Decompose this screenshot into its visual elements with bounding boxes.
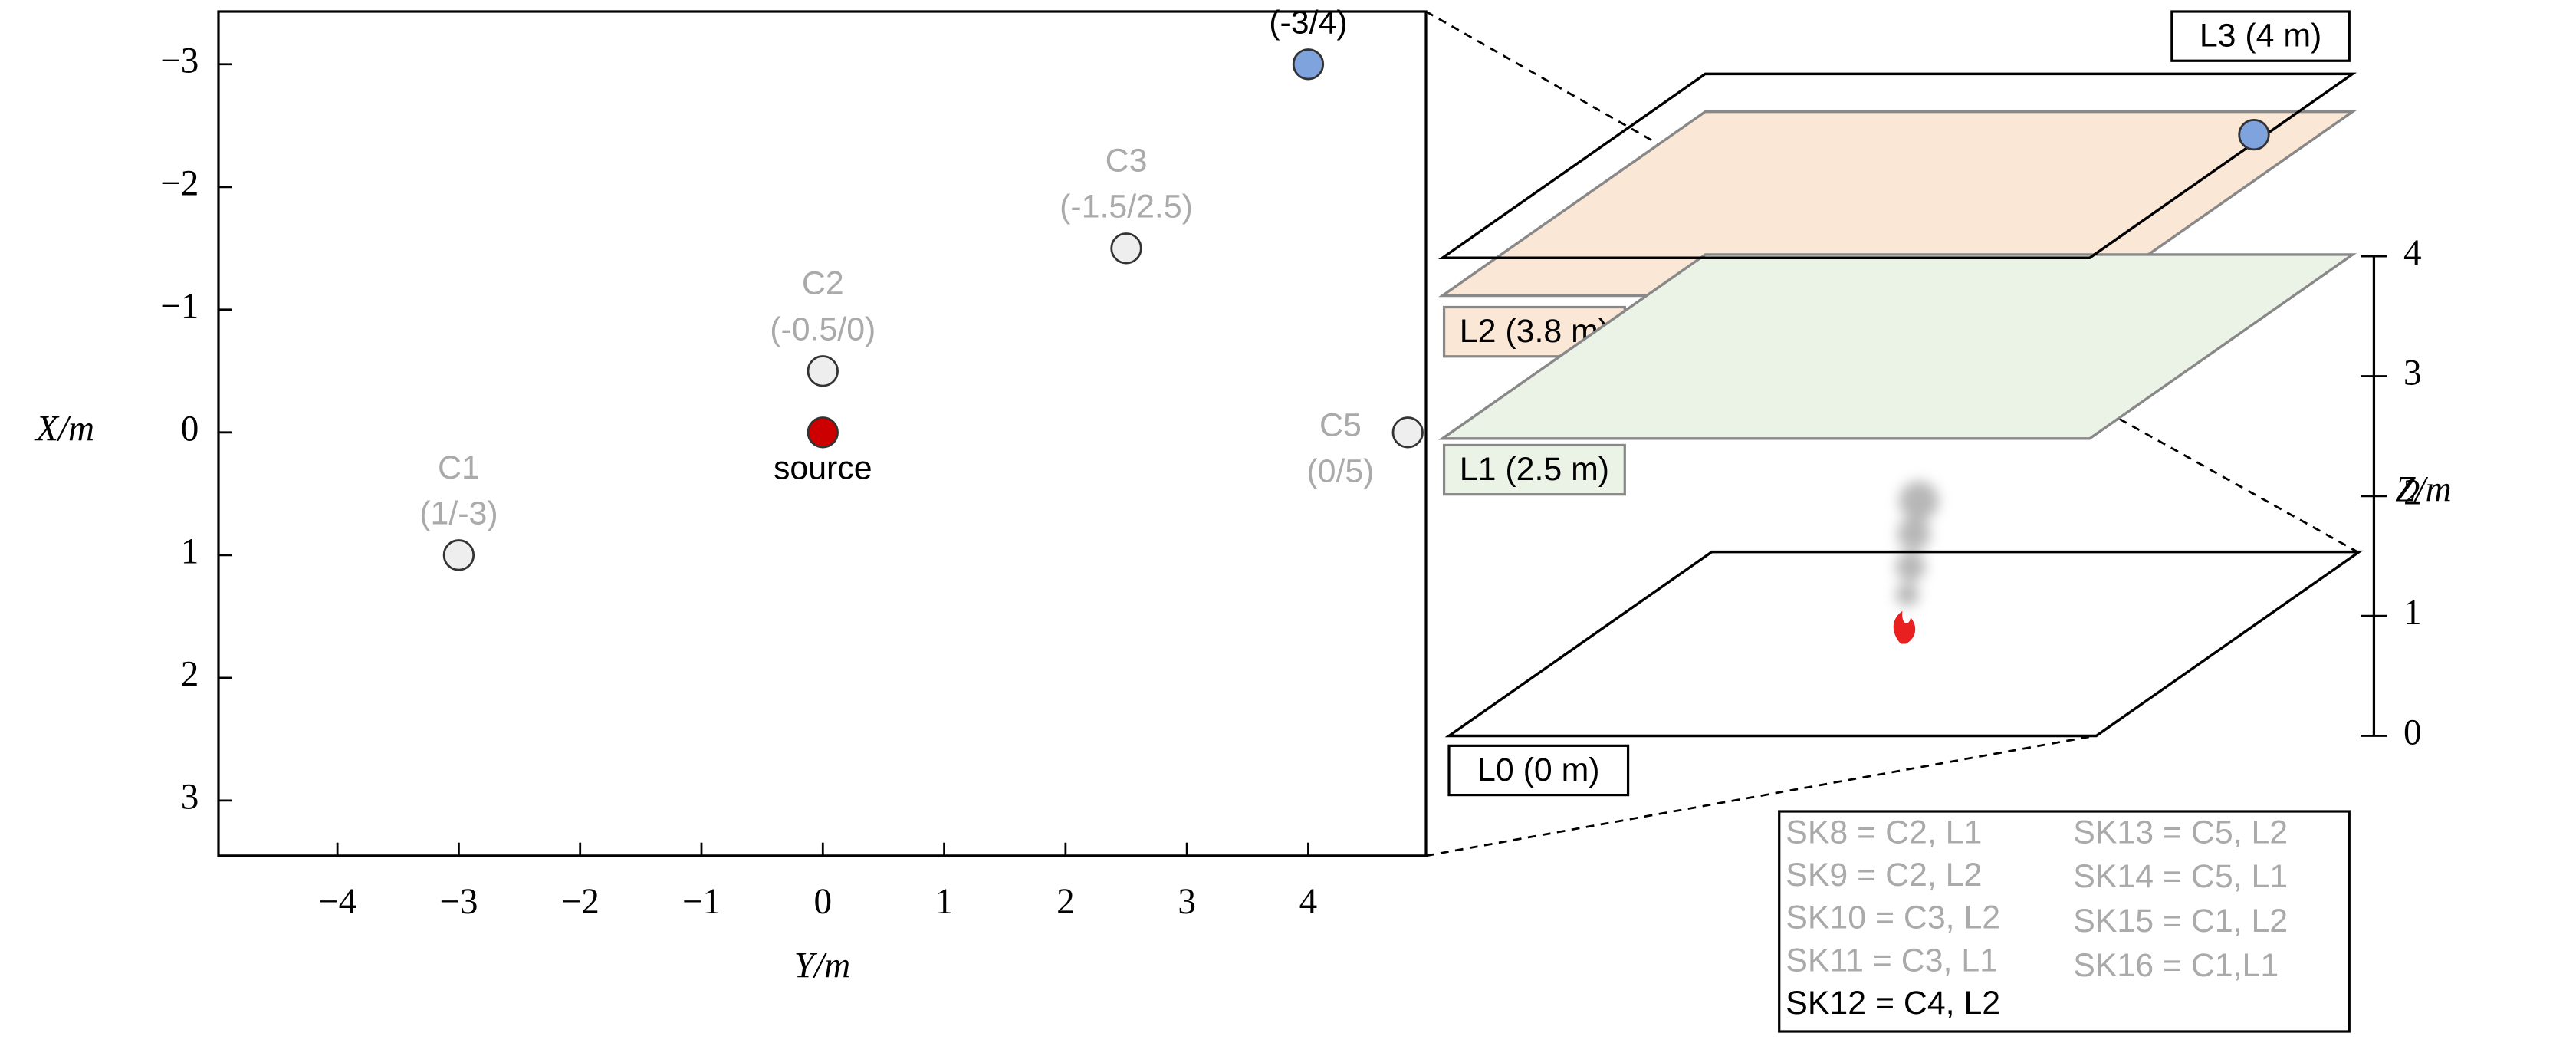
sensor-key-entry: SK11 = C3, L1 xyxy=(1786,942,1998,979)
z-axis-label: Z/m xyxy=(2395,469,2451,509)
layer-plane xyxy=(1438,72,2358,259)
point xyxy=(1110,232,1142,265)
z-tick-label: 3 xyxy=(2404,353,2422,393)
y-tick-label: −2 xyxy=(160,164,199,204)
point xyxy=(1292,48,1325,81)
point-name: C2 xyxy=(802,265,844,302)
x-tick-label: 2 xyxy=(1056,882,1075,922)
x-tick-label: −1 xyxy=(682,882,721,922)
point xyxy=(442,539,475,571)
x-tick-label: −4 xyxy=(318,882,356,922)
point-name: C5 xyxy=(1319,407,1362,444)
sensor-key-entry: SK9 = C2, L2 xyxy=(1786,857,1982,893)
point-label: (1/-3) xyxy=(419,495,498,532)
point xyxy=(807,416,839,449)
y-tick-label: −3 xyxy=(160,41,199,81)
zoom-lines xyxy=(1425,10,2358,857)
point-label: (-0.5/0) xyxy=(770,311,876,348)
x-tick-label: 0 xyxy=(814,882,833,922)
z-tick-label: 1 xyxy=(2404,593,2422,633)
x-tick-label: 3 xyxy=(1178,882,1196,922)
layer-plane xyxy=(1444,550,2364,738)
z-tick-label: 0 xyxy=(2404,712,2422,752)
layer-label-box xyxy=(1442,443,1626,496)
flame xyxy=(1893,610,1916,644)
layer-plane xyxy=(1438,253,2358,440)
point-label: (-1.5/2.5) xyxy=(1060,189,1193,225)
layer-label-box xyxy=(1447,744,1630,797)
sensor-key-entry: SK15 = C1, L2 xyxy=(2073,903,2288,939)
point-label: (0/5) xyxy=(1306,453,1374,490)
z-tick-label: 2 xyxy=(2404,473,2422,513)
x-tick-label: 1 xyxy=(935,882,954,922)
y-tick-label: 3 xyxy=(181,778,199,818)
sensor-key-box xyxy=(1778,810,2351,1033)
z-tick-label: 4 xyxy=(2404,233,2422,273)
y-tick-label: 2 xyxy=(181,655,199,695)
y-tick-label: 1 xyxy=(181,532,199,572)
x-tick-label: 4 xyxy=(1300,882,1318,922)
sensor-key-entry: SK14 = C5, L1 xyxy=(2073,858,2288,895)
sensor-key-entry: SK16 = C1,L1 xyxy=(2073,947,2279,984)
point-name: C1 xyxy=(438,449,480,486)
sensor-key-entry: SK10 = C3, L2 xyxy=(1786,900,2000,936)
layer-label: L3 (4 m) xyxy=(2200,18,2322,54)
sensor-dot xyxy=(2238,118,2270,151)
sensor-key-entry: SK8 = C2, L1 xyxy=(1786,814,1982,851)
point xyxy=(1392,416,1424,449)
layer-label-box xyxy=(2170,10,2351,62)
sensor-key-entry: SK12 = C4, L2 xyxy=(1786,985,2000,1022)
point-label: (-3/4) xyxy=(1269,5,1347,41)
y-tick-label: −1 xyxy=(160,287,199,327)
y-axis-label: X/m xyxy=(34,410,94,449)
layer-label: L0 (0 m) xyxy=(1477,752,1600,788)
x-tick-label: −2 xyxy=(561,882,600,922)
point-name: C3 xyxy=(1106,143,1148,179)
x-tick-label: −3 xyxy=(439,882,478,922)
point xyxy=(807,355,839,387)
point-name: source xyxy=(774,449,872,486)
y-tick-label: 0 xyxy=(181,410,199,449)
smoke xyxy=(1895,481,1939,607)
layer-label: L1 (2.5 m) xyxy=(1460,451,1609,488)
x-axis-label: Y/m xyxy=(794,946,850,985)
sensor-key-entry: SK13 = C5, L2 xyxy=(2073,814,2288,851)
